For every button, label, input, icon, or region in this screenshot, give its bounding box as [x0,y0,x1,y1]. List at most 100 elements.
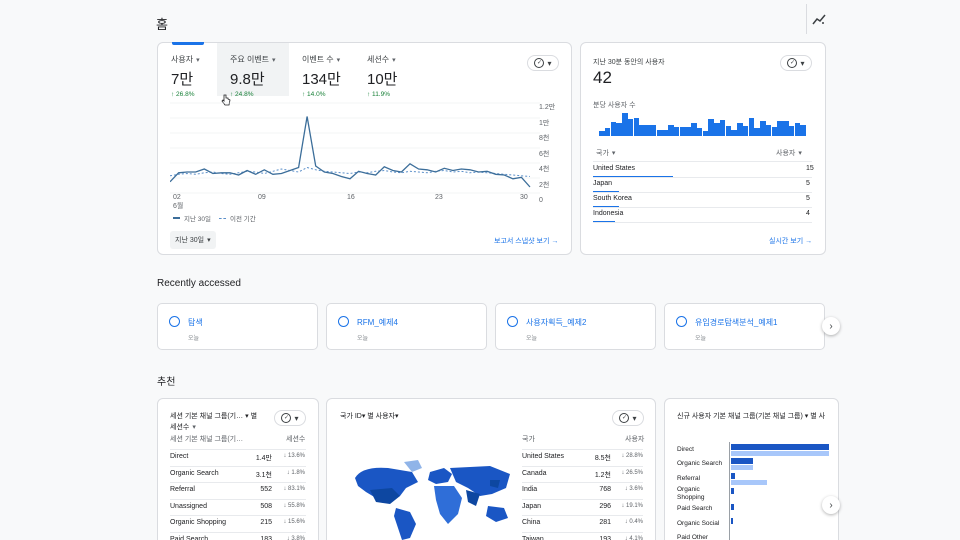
row-change: ↓ 26.5% [621,469,643,476]
col-country[interactable]: 국가 [596,148,615,158]
chevron-right-icon: › [829,499,833,511]
divider [593,192,812,193]
new-users-card-title[interactable]: 신규 사용자 기본 채널 그룹(기본 채널 그룹) ▾ 별 사 [677,413,826,420]
row-change: ↓ 28.8% [621,453,643,459]
x-month: 6월 [173,203,184,210]
divider [522,482,643,483]
suggested-next-button[interactable]: › [822,496,840,514]
metric-value: 10만 [367,71,398,88]
axis-line [729,442,730,540]
divider [593,207,812,208]
caret-down-icon: ▾ [207,237,211,244]
metric-users[interactable]: 사용자 7만 ↑ 26.8% [171,42,241,98]
per-minute-bar [737,123,743,136]
channel-label: Paid Search [677,505,713,512]
per-minute-bar [633,118,639,136]
divider [522,515,643,516]
recent-sub: 오늘 [188,336,200,342]
metric-key-events[interactable]: 주요 이벤트 9.8만 ↑ 24.8% [230,42,300,98]
country-name: South Korea [593,195,632,202]
row-value: 1.4만 [255,455,272,462]
explore-icon [507,316,518,327]
y-tick: 4천 [539,166,550,173]
country-card-title[interactable]: 국가 ID▾ 별 사용자▾ [340,413,399,420]
legend-previous: 이전 기간 [229,216,256,223]
metric-event-count[interactable]: 이벤트 수 134만 ↑ 14.0% [302,42,372,98]
metric-value: 7만 [171,71,194,88]
chevron-down-icon: ▾ [632,413,637,423]
divider [593,222,812,223]
divider [170,515,306,516]
country-users: 5 [806,180,810,187]
recent-title: RFM_예제4 [357,318,398,327]
compare-button[interactable]: ✓ ▾ [527,55,559,71]
recent-item[interactable]: 유입경로탐색분석_예제1 오늘 [664,303,825,350]
country-col1: 국가 [522,436,535,443]
bar-organic-search [731,458,753,464]
row-change: ↓ 55.8% [283,502,305,509]
y-tick: 1만 [539,119,550,127]
sessions-card-metric[interactable]: 세션수 [170,422,196,432]
metric-label: 이벤트 수 [302,54,372,65]
per-minute-bar-chart [599,113,806,136]
row-value: 8.5천 [594,455,611,462]
suggested-heading: 추천 [157,377,176,388]
country-share-bar [593,176,673,178]
per-minute-bar [794,123,800,136]
country-name: United States [593,165,636,172]
metric-sessions[interactable]: 세션수 10만 ↑ 11.9% [367,42,437,98]
country-share-bar [593,206,620,208]
chart-legend: 지난 30일 이전 기간 [173,213,256,223]
recent-heading: Recently accessed [157,278,241,289]
row-name: India [522,486,538,493]
check-circle-icon: ✓ [281,413,292,423]
per-minute-bar [616,123,622,136]
per-minute-bar [673,126,680,136]
country-compare-button[interactable]: ✓ ▾ [612,410,644,426]
recent-next-button[interactable]: › [822,317,840,335]
recent-item[interactable]: 사용자획득_예제2 오늘 [495,303,656,350]
row-value: 193 [599,535,611,540]
row-change: ↓ 13.6% [283,453,305,459]
bar-direct [731,444,829,450]
active-tab-indicator [172,42,204,45]
row-value: 768 [599,486,611,493]
y-axis-labels: 1.2만 1만 8천 6천 4천 2천 0 [539,100,555,209]
check-circle-icon: ✓ [787,58,798,68]
row-name: Japan [522,502,542,510]
per-minute-bar [760,121,766,136]
realtime-compare-button[interactable]: ✓ ▾ [780,55,812,71]
sessions-card-title[interactable]: 세션 기본 채널 그룹(기… ▾ 별 [170,411,257,421]
insights-icon[interactable] [812,13,826,32]
bar-direct-prev [731,451,829,456]
divider [522,465,643,467]
channel-label: Paid Other [677,534,709,540]
col-users[interactable]: 사용자 [776,148,802,158]
date-range-dropdown[interactable]: 지난 30일 ▾ [170,231,216,249]
metric-value: 9.8만 [230,71,265,88]
recent-title: 사용자획득_예제2 [526,318,587,327]
recent-item[interactable]: RFM_예제4 오늘 [326,303,487,350]
y-tick: 8천 [539,135,550,142]
row-value: 215 [260,519,272,526]
explore-icon [676,316,687,327]
per-minute-bar [725,125,731,136]
check-circle-icon: ✓ [534,58,545,68]
y-tick: 1.2만 [539,104,556,111]
channel-label: Organic Social [677,520,720,527]
x-tick: 30 [520,194,528,201]
per-minute-bar [714,123,720,136]
title-by: 별 [250,413,258,420]
per-minute-bar [679,126,685,136]
sessions-compare-button[interactable]: ✓ ▾ [274,410,306,426]
view-snapshot-link[interactable]: 보고서 스냅샷 보기 → [494,238,559,245]
divider [170,498,306,500]
row-name: Paid Search [170,535,209,540]
explore-icon [338,316,349,327]
per-minute-bar [662,129,668,136]
row-value: 1.2천 [594,471,611,479]
row-change: ↓ 0.4% [624,519,643,525]
per-minute-bar [610,122,616,136]
recent-item[interactable]: 탐색 오늘 [157,303,318,350]
view-realtime-link[interactable]: 실시간 보기 → [769,238,813,245]
